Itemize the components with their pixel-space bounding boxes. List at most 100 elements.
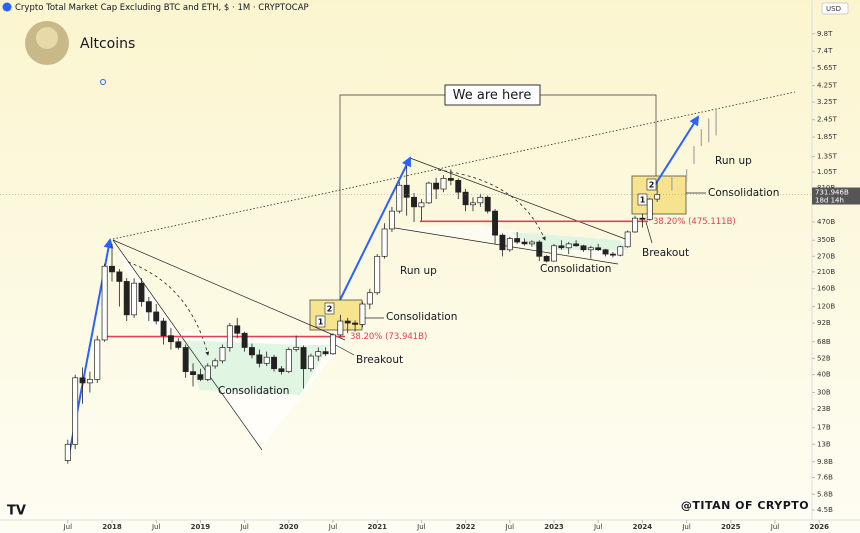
candle-body — [234, 325, 241, 334]
x-tick-label: Jul — [63, 523, 73, 531]
candle-body — [470, 202, 476, 206]
candle-body — [64, 443, 71, 461]
annotation: Run up — [715, 155, 752, 167]
curve-arrow — [127, 261, 210, 356]
x-tick-label: Jul — [770, 523, 780, 531]
y-tick-label: 1.35T — [817, 153, 838, 161]
y-tick-label: 52B — [817, 354, 831, 362]
candle-body — [359, 303, 366, 325]
candle-body — [639, 217, 646, 220]
x-tick-label: Jul — [505, 523, 515, 531]
candle-body — [145, 301, 152, 313]
candle-body — [293, 347, 300, 350]
annotation: Consolidation — [708, 187, 779, 199]
currency: USD — [826, 5, 841, 13]
candle-body — [197, 374, 204, 380]
candle-body — [433, 182, 440, 190]
candle-body — [602, 249, 609, 255]
candle-body — [212, 360, 219, 367]
candle-body — [182, 347, 189, 372]
step-box — [315, 315, 326, 328]
x-tick-label: Jul — [593, 523, 603, 531]
candle-body — [595, 247, 602, 251]
y-tick-label: 270B — [817, 252, 835, 260]
y-tick-label: 9.8B — [817, 458, 833, 466]
avatar-face — [36, 27, 58, 49]
trend-line — [112, 239, 263, 451]
candle-body — [72, 377, 79, 445]
symbol-icon — [2, 2, 12, 12]
x-tick-label: Jul — [681, 523, 691, 531]
candle-body — [587, 247, 594, 251]
annotation: Consolidation — [386, 311, 457, 323]
label-box — [444, 84, 541, 106]
candle-body — [160, 320, 167, 337]
candle-body — [455, 180, 462, 193]
consolidation-box — [309, 299, 363, 331]
candle-body — [411, 196, 417, 208]
y-tick-label: 23B — [817, 405, 831, 413]
candle-body — [388, 210, 395, 230]
y-tick-label: 120B — [817, 303, 835, 311]
subtitle: Altcoins — [80, 36, 135, 52]
candle-body — [646, 198, 653, 220]
annotation: Consolidation — [540, 263, 611, 275]
x-tick-label: 2019 — [191, 523, 211, 531]
y-tick-label: 4.5B — [817, 506, 833, 514]
candle-body — [241, 332, 248, 348]
candle-body — [86, 379, 93, 384]
candle-body — [632, 217, 638, 233]
candle-body — [536, 241, 543, 257]
candle-body — [131, 282, 138, 316]
x-tick-label: 2025 — [721, 523, 741, 531]
pointer — [645, 221, 653, 244]
run-up-arrow — [339, 156, 411, 301]
annotation: Consolidation — [218, 385, 289, 397]
candle-body — [123, 281, 130, 316]
annotation: Breakout — [642, 247, 689, 259]
y-tick-label: 1.05T — [817, 168, 838, 176]
run-up-arrow — [654, 115, 700, 186]
candle-body — [506, 238, 513, 251]
candle-body — [440, 178, 447, 190]
y-tick-label: 92B — [817, 319, 831, 327]
y-tick-label: 210B — [817, 268, 835, 276]
candle-body — [492, 210, 499, 236]
candle-body — [285, 349, 292, 372]
y-tick-label: 13B — [817, 440, 831, 448]
currency-button[interactable] — [821, 2, 849, 15]
candle-body — [79, 377, 86, 384]
x-tick-label: 2018 — [102, 523, 122, 531]
candle-body — [94, 339, 101, 380]
x-tick-label: Jul — [416, 523, 426, 531]
step-number: 1 — [318, 318, 324, 327]
y-tick-label: 4.25T — [817, 82, 838, 90]
candle-body — [580, 245, 587, 251]
fib-label: 38.20% (475.111B) — [653, 217, 736, 227]
x-tick-label: Jul — [328, 523, 338, 531]
candle-body — [425, 182, 432, 204]
candle-body — [374, 255, 381, 294]
x-tick-label: 2023 — [544, 523, 564, 531]
x-tick-label: 2022 — [456, 523, 476, 531]
candle-body — [654, 194, 661, 200]
step-number: 2 — [327, 305, 333, 314]
candle-body — [418, 202, 425, 208]
step-number: 1 — [640, 196, 646, 205]
candle-body — [322, 351, 329, 355]
watermark: @TITAN OF CRYPTO — [681, 499, 809, 512]
candle-body — [190, 371, 196, 375]
connector — [540, 94, 657, 176]
candle-body — [543, 255, 550, 262]
y-tick-label: 68B — [817, 338, 831, 346]
candle-body — [396, 184, 403, 212]
y-tick-label: 7.6B — [817, 474, 833, 482]
candle-body — [219, 347, 226, 362]
candle-body — [477, 196, 484, 204]
x-tick-label: 2026 — [809, 523, 829, 531]
candle-body — [300, 347, 307, 370]
candle-body — [249, 347, 255, 356]
candle-body — [315, 351, 322, 357]
